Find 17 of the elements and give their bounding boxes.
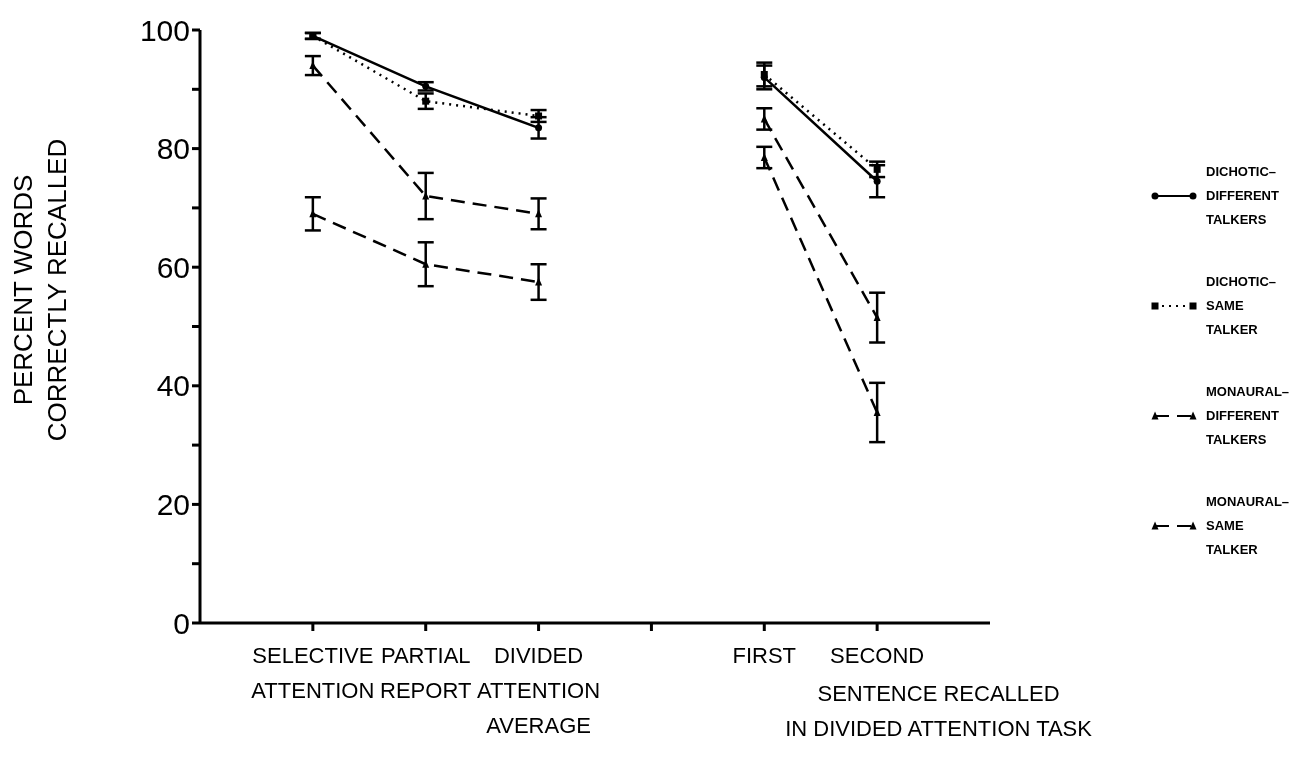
y-tick-label: 60 (156, 250, 190, 284)
legend-label: MONAURAL– SAME TALKER (1206, 493, 1290, 559)
x-tick-label: SELECTIVE ATTENTION (251, 643, 375, 703)
y-tick-label: 0 (173, 606, 190, 640)
x-tick-label: SECOND (830, 643, 925, 668)
legend-label: DICHOTIC– DIFFERENT TALKERS (1206, 163, 1279, 229)
legend-label: DICHOTIC– SAME TALKER (1206, 273, 1277, 339)
y-tick-label: 40 (156, 369, 190, 403)
x-tick-label: PARTIAL REPORT (380, 643, 472, 703)
y-tick-label: 100 (139, 13, 190, 47)
y-tick-label: 80 (156, 132, 190, 166)
text: SENTENCE RECALLED IN DIVIDED ATTENTION TASK (785, 680, 1092, 743)
legend-label: MONAURAL– DIFFERENT TALKERS (1206, 383, 1290, 449)
y-axis-title: PERCENT WORDS CORRECTLY RECALLED (7, 138, 73, 442)
x-tick-label: FIRST (732, 643, 797, 668)
y-tick-label: 20 (156, 488, 190, 522)
x-tick-label: DIVIDED ATTENTION AVERAGE (477, 643, 601, 738)
